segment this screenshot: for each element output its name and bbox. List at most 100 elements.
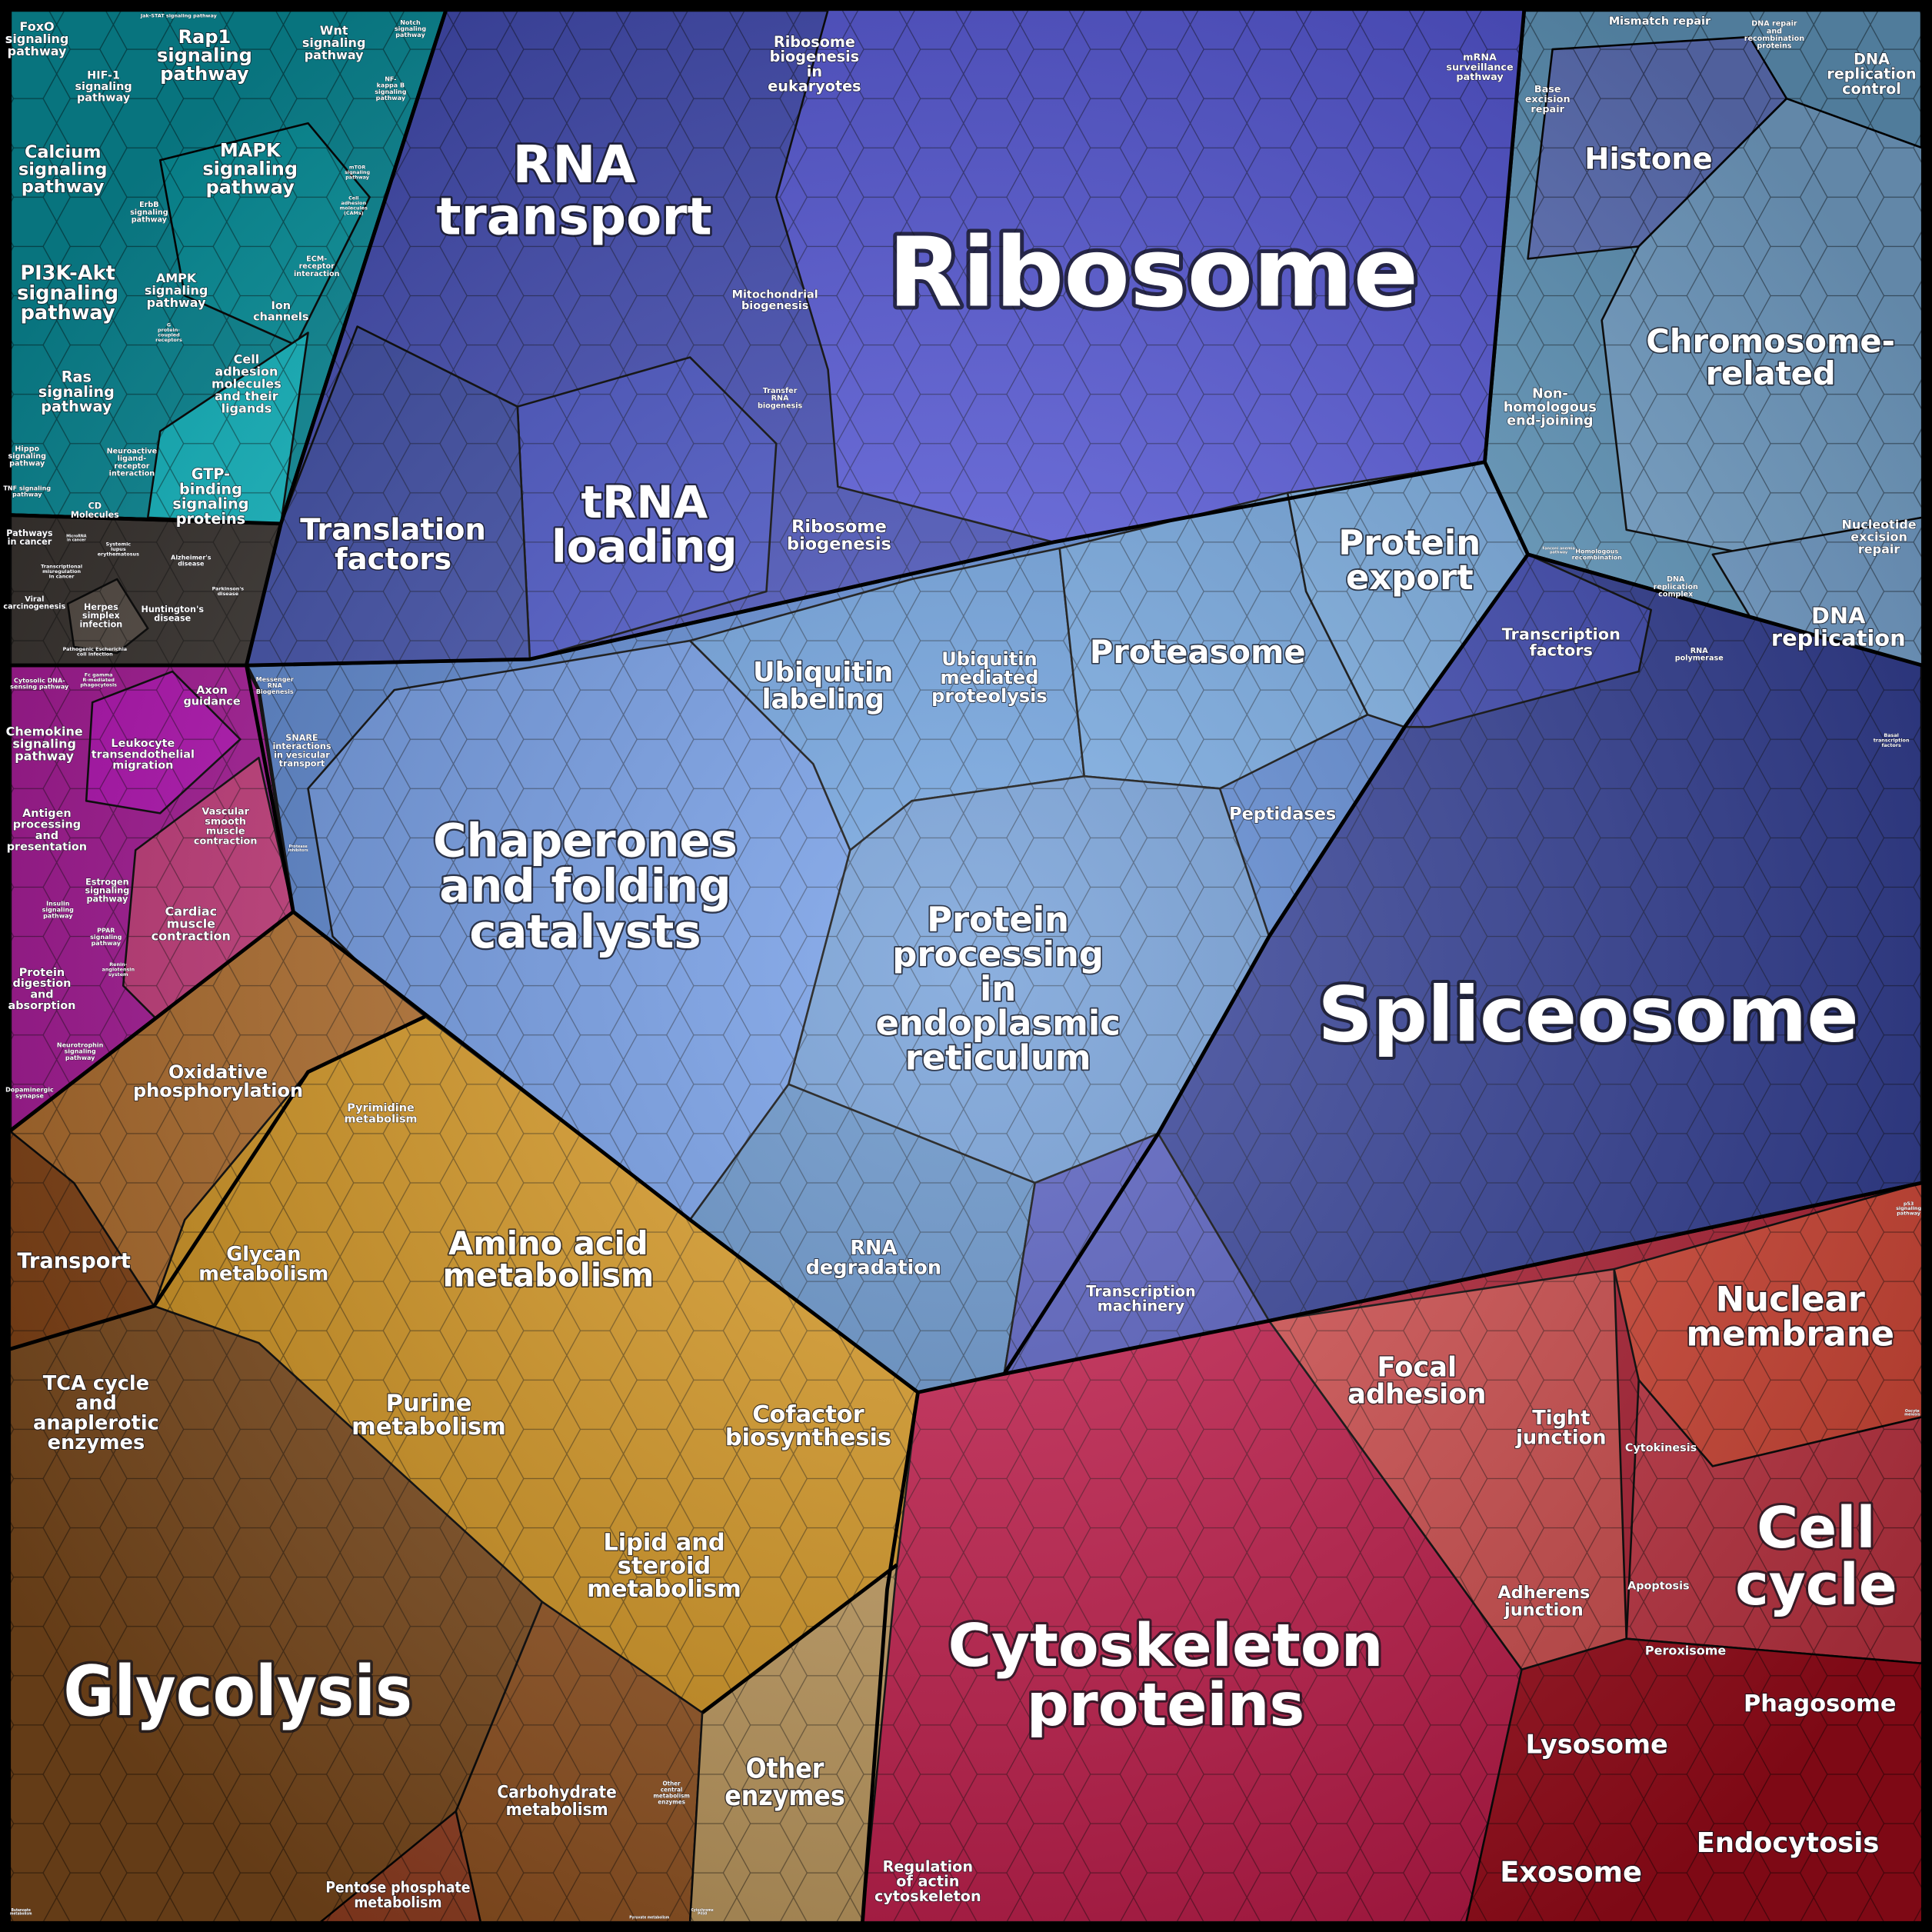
label-line: replication	[1771, 625, 1906, 651]
label-line: signaling	[202, 158, 298, 179]
label-line: Transport	[17, 1250, 131, 1274]
label-spliceosome: Spliceosome	[1317, 971, 1858, 1060]
label-line: proteins	[176, 510, 245, 528]
label-line: metabolism	[587, 1576, 741, 1603]
label-cams: Cell adhesion molecules (CAMs)	[340, 195, 368, 216]
label-line: molecules	[340, 205, 368, 211]
label-line: signaling	[130, 208, 168, 217]
label-protein-digestion: Protein digestion and absorption	[8, 967, 76, 1012]
label-fanconi: Fanconi anemia pathway	[1542, 547, 1574, 555]
label-line: receptor	[114, 462, 150, 471]
label-line: Basal	[1884, 732, 1899, 738]
label-line: Nuclear	[1716, 1279, 1865, 1320]
label-snare: SNARE interactions in vesicular transport	[272, 733, 331, 769]
label-erbb: ErbB signaling pathway	[130, 201, 168, 224]
label-line: mRNA	[1463, 52, 1497, 64]
label-line: signaling	[42, 907, 75, 914]
label-line: metabolism	[351, 1414, 506, 1441]
label-line: in cancer	[49, 573, 75, 579]
label-line: metabolism	[198, 1263, 328, 1286]
label-line: labeling	[761, 684, 884, 715]
label-transcriptional-misreg: Transcriptional misregulation in cancer	[41, 564, 82, 580]
label-line: Parkinson's	[212, 585, 245, 591]
label-line: replication	[1827, 65, 1916, 83]
label-line: and folding	[439, 860, 731, 913]
label-other-enzymes: Other enzymes	[724, 1754, 845, 1812]
label-line: Axon	[196, 685, 228, 697]
label-line: Fc gamma	[85, 672, 113, 678]
label-line: Huntington's	[141, 605, 204, 615]
label-line: Calcium	[25, 142, 102, 162]
label-line: Alzheimer's	[171, 554, 212, 561]
label-homologous: Homologous recombination	[1572, 548, 1623, 561]
label-line: related	[1706, 355, 1836, 392]
label-line: catalysts	[469, 905, 701, 958]
label-line: signaling	[1896, 1205, 1921, 1211]
label-line: ECM-	[306, 255, 327, 264]
label-line: enzymes	[724, 1780, 845, 1812]
label-line: pathway	[1550, 550, 1568, 555]
label-line: and	[30, 989, 53, 1001]
label-cell-cycle: Cell cycle	[1735, 1496, 1897, 1618]
label-line: Peroxisome	[1645, 1644, 1727, 1658]
label-line: Ubiquitin	[753, 657, 893, 688]
label-line: enzymes	[48, 1431, 145, 1454]
label-line: Pathogenic Escherichia	[63, 646, 128, 652]
label-line: biogenesis	[758, 401, 803, 410]
label-mtor: mTOR signaling pathway	[345, 164, 370, 180]
label-line: DNA	[1667, 575, 1685, 584]
label-line: and	[35, 830, 58, 842]
label-line: replication	[1654, 583, 1698, 591]
label-rap1: Rap1 signaling pathway	[157, 26, 252, 85]
label-line: signaling	[375, 88, 407, 95]
label-line: Apoptosis	[1627, 1581, 1690, 1593]
label-line: Endocytosis	[1697, 1827, 1880, 1859]
label-line: mediated	[940, 667, 1038, 688]
label-lupus: Systemic lupus erythematosus	[98, 541, 139, 558]
label-line: SNARE	[285, 733, 318, 743]
label-foxo: FoxO signaling pathway	[5, 19, 69, 58]
label-line: CD	[88, 501, 102, 511]
label-microrna: MicroRNA in cancer	[66, 534, 87, 542]
label-line: synapse	[15, 1092, 45, 1099]
label-line: sensing pathway	[10, 684, 69, 691]
label-histone: Histone	[1584, 142, 1712, 176]
label-line: Translation	[300, 513, 486, 548]
label-line: Glycolysis	[63, 1652, 412, 1732]
label-line: Neuroactive	[107, 448, 158, 456]
label-line: Mismatch repair	[1609, 15, 1711, 28]
label-line: Protein	[1338, 522, 1481, 563]
label-cd: CD Molecules	[71, 501, 119, 520]
label-line: metabolism	[506, 1800, 608, 1820]
label-line: Chaperones	[433, 814, 738, 867]
label-p450: Cytochrome P450	[691, 1908, 714, 1917]
label-line: Adherens	[1497, 1583, 1590, 1603]
label-line: processing	[892, 934, 1104, 974]
label-phagosome: Phagosome	[1744, 1690, 1897, 1717]
label-line: pathway	[77, 92, 131, 104]
label-dopaminergic: Dopaminergic synapse	[5, 1086, 54, 1099]
label-line: Hippo	[15, 445, 39, 453]
label-line: homologous	[1504, 400, 1597, 415]
label-line: Rap1	[178, 26, 232, 48]
label-nuclear-membrane: Nuclear membrane	[1686, 1279, 1894, 1354]
label-line: cycle	[1735, 1553, 1897, 1618]
label-line: muscle	[167, 916, 216, 931]
label-line: biogenesis	[770, 48, 860, 65]
label-rna-polymerase: RNA polymerase	[1675, 647, 1724, 663]
label-dna-replication: DNA replication	[1771, 603, 1906, 651]
label-line: endoplasmic	[875, 1003, 1120, 1044]
label-line: Histone	[1584, 142, 1712, 176]
label-line: receptors	[155, 337, 182, 343]
label-line: pathway	[92, 940, 122, 947]
label-line: phosphorylation	[133, 1080, 303, 1101]
label-line: Protein	[927, 899, 1069, 940]
label-line: biosynthesis	[725, 1424, 891, 1451]
label-line: lupus	[111, 546, 126, 552]
label-line: Other	[746, 1754, 824, 1785]
label-line: carcinogenesis	[3, 602, 65, 611]
label-line: in vesicular	[274, 750, 330, 760]
label-dna-rep-complex: DNA replication complex	[1654, 575, 1698, 598]
